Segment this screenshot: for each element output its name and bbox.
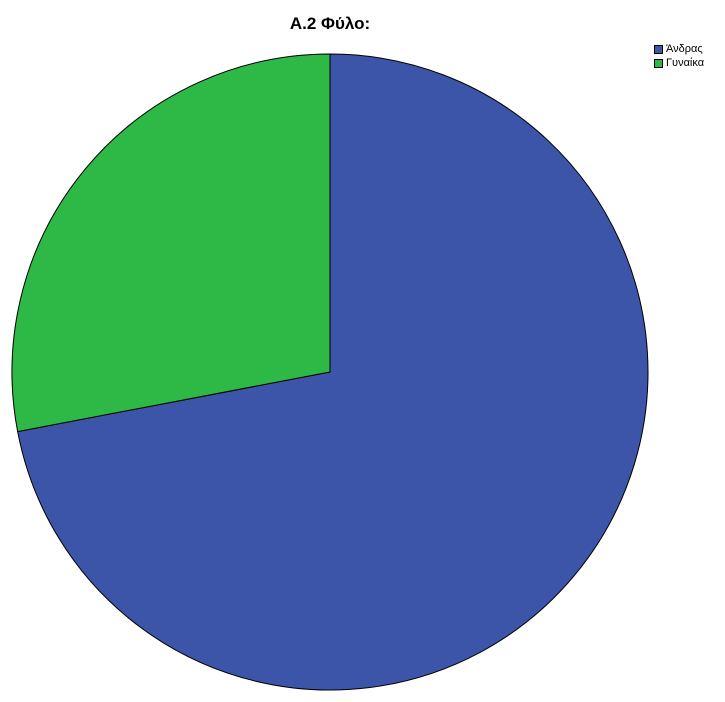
legend-swatch-gynaika bbox=[654, 58, 663, 68]
pie-slice-andras bbox=[17, 53, 649, 691]
legend-item-gynaika: Γυναίκα bbox=[654, 56, 704, 70]
legend-label-gynaika: Γυναίκα bbox=[666, 57, 705, 69]
pie-slice-gynaika bbox=[11, 53, 331, 433]
legend: Άνδρας Γυναίκα bbox=[654, 42, 704, 70]
legend-item-andras: Άνδρας bbox=[654, 42, 704, 56]
legend-label-andras: Άνδρας bbox=[666, 43, 703, 55]
chart-title: A.2 Φύλο: bbox=[289, 14, 371, 33]
legend-swatch-andras bbox=[654, 44, 663, 54]
